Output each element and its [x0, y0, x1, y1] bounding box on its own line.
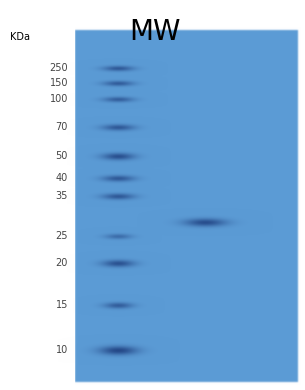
- Text: 15: 15: [56, 300, 68, 310]
- Text: 50: 50: [56, 151, 68, 161]
- Text: KDa: KDa: [10, 32, 30, 42]
- Text: 100: 100: [50, 94, 68, 104]
- Text: 35: 35: [56, 191, 68, 201]
- Text: 10: 10: [56, 345, 68, 355]
- Text: 20: 20: [56, 258, 68, 268]
- Text: 250: 250: [49, 63, 68, 73]
- Text: MW: MW: [129, 18, 181, 46]
- Text: 25: 25: [56, 231, 68, 241]
- Text: 70: 70: [56, 122, 68, 132]
- Text: 40: 40: [56, 173, 68, 183]
- Text: 150: 150: [49, 78, 68, 88]
